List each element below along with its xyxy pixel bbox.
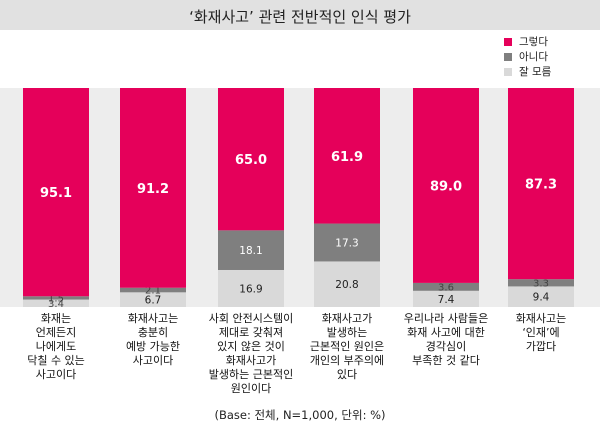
category-label-4: 화재사고가 발생하는 근본적인 원인은 개인의 부주의에 있다 [309, 312, 385, 381]
data-label-no-5: 3.6 [438, 282, 454, 293]
data-label-yes-6: 87.3 [525, 178, 557, 193]
bar-segment-yes-2 [120, 88, 186, 288]
bar-segment-no-1 [23, 296, 89, 300]
bar-segment-no-3 [218, 230, 284, 270]
bar-segment-unsure-6 [508, 286, 574, 307]
base-note: (Base: 전체, N=1,000, 단위: %) [214, 408, 386, 422]
data-label-yes-1: 95.1 [40, 186, 72, 201]
bar-segment-no-4 [314, 223, 380, 262]
data-label-no-4: 17.3 [335, 238, 358, 250]
legend-item-yes: 그렇다 [504, 34, 551, 49]
bar-segment-unsure-5 [413, 290, 479, 307]
bar-segment-no-6 [508, 279, 574, 287]
category-label-1: 화재는 언제든지 나에게도 닥칠 수 있는 사고이다 [27, 312, 85, 381]
category-label-3: 사회 안전시스템이 제대로 갖춰져 있지 않은 것이 화재사고가 발생하는 근본적인 원인… [208, 312, 294, 395]
data-label-unsure-1: 3.4 [48, 299, 64, 310]
data-label-unsure-2: 6.7 [145, 295, 162, 307]
data-label-no-2: 2.1 [145, 286, 161, 297]
legend-label-no: 아니다 [519, 51, 548, 63]
data-label-yes-4: 61.9 [331, 150, 363, 165]
data-label-no-1: 1.5 [48, 293, 64, 304]
plot-background [0, 88, 600, 307]
legend: 그렇다 아니다 잘 모름 [504, 34, 551, 79]
data-label-unsure-4: 20.8 [335, 279, 358, 291]
category-label-5: 우리나라 사람들은 화재 사고에 대한 경각심이 부족한 것 같다 [403, 312, 489, 367]
bar-segment-unsure-4 [314, 261, 380, 307]
bar-segment-yes-6 [508, 88, 574, 280]
bar-segment-unsure-2 [120, 292, 186, 307]
data-label-yes-2: 91.2 [137, 182, 169, 197]
data-label-unsure-6: 9.4 [533, 292, 550, 304]
category-label-6: 화재사고는 ‘인재’에 가깝다 [515, 312, 567, 353]
bar-segment-yes-5 [413, 88, 479, 283]
legend-label-yes: 그렇다 [519, 36, 548, 48]
legend-swatch-yes [504, 37, 512, 46]
data-label-unsure-5: 7.4 [438, 294, 455, 306]
legend-swatch-unsure [504, 67, 512, 76]
legend-item-unsure: 잘 모름 [504, 64, 551, 79]
data-label-unsure-3: 16.9 [239, 283, 262, 295]
bar-segment-no-5 [413, 282, 479, 291]
data-label-yes-5: 89.0 [430, 179, 462, 194]
chart-title: ‘화재사고’ 관련 전반적인 인식 평가 [189, 8, 411, 26]
data-label-yes-3: 65.0 [235, 153, 267, 168]
bar-segment-unsure-3 [218, 269, 284, 307]
bar-segment-yes-4 [314, 88, 380, 224]
legend-swatch-no [504, 52, 512, 61]
legend-label-unsure: 잘 모름 [519, 66, 552, 78]
data-label-no-6: 3.3 [533, 278, 549, 289]
bar-segment-yes-3 [218, 88, 284, 231]
bar-segment-no-2 [120, 287, 186, 293]
bar-segment-yes-1 [23, 88, 89, 297]
category-label-2: 화재사고는 충분히 예방 가능한 사고이다 [125, 312, 181, 367]
bar-segment-unsure-1 [23, 299, 89, 307]
data-label-no-3: 18.1 [239, 245, 262, 257]
legend-item-no: 아니다 [504, 49, 551, 64]
title-bar: ‘화재사고’ 관련 전반적인 인식 평가 [0, 0, 600, 30]
